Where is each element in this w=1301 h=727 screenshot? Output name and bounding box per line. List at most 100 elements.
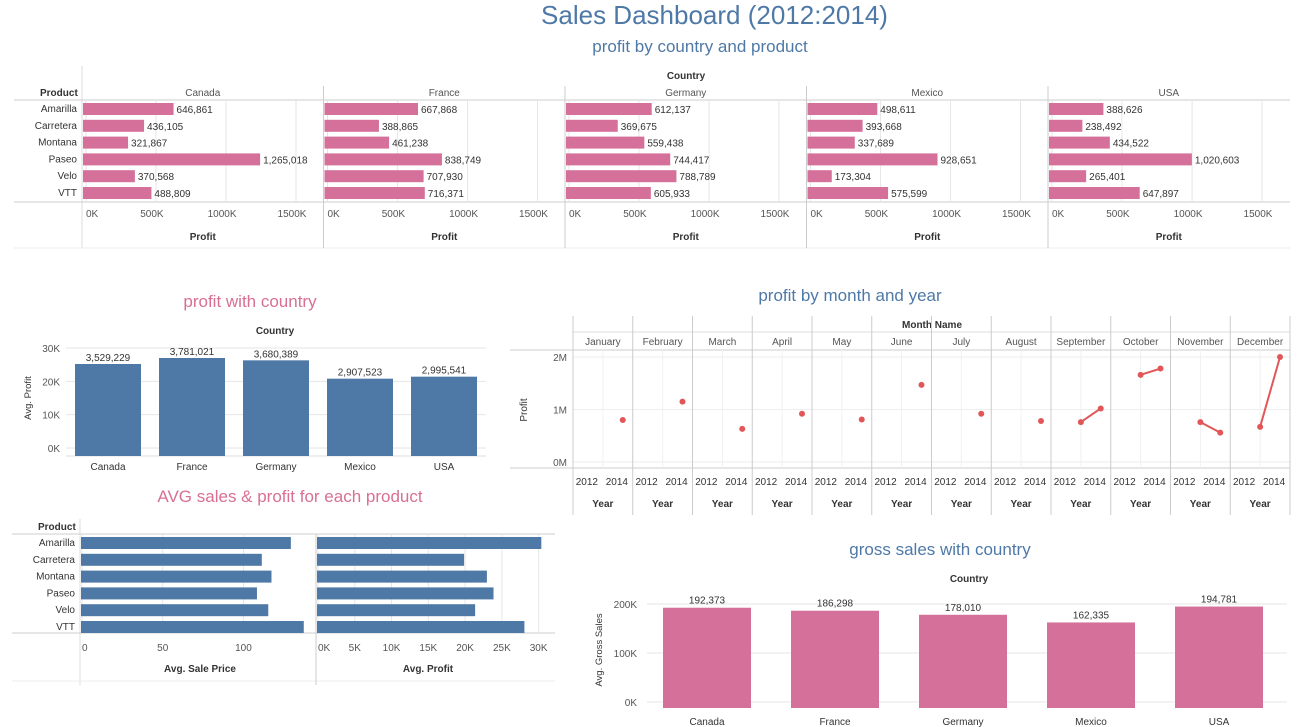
product-label: Paseo [47,588,76,599]
y-tick-label: 200K [614,600,638,611]
data-label: 838,749 [445,155,482,166]
data-label: 716,371 [428,189,465,200]
panel5-title: gross sales with country [849,540,1031,559]
profit-bar [807,103,878,115]
data-label: 436,105 [147,122,184,133]
profit-point [1277,354,1283,360]
x-tick-label: 15K [419,643,437,654]
profit-line [1140,367,1161,376]
data-label: 2,995,541 [422,366,467,377]
panel1-title: profit by country and product [592,37,808,56]
avg-sales-profit-product-chart: Product Amarilla Carretera Montana Paseo Velo… [12,519,555,685]
x-axis-label: Profit [431,232,458,243]
x-tick-label: 500K [865,209,889,220]
x-tick-label: 1500K [278,209,307,220]
data-label: 388,626 [1106,105,1143,116]
profit-by-month-year-chart: Month Name Profit 0M 1M 2M January 2012 2014 Yea… [510,316,1291,515]
product-label: VTT [58,188,77,199]
product-header: Product [40,88,78,99]
x-tick-label: 500K [623,209,647,220]
profit-bar [324,187,425,199]
data-label: 646,861 [177,105,214,116]
x-tick-label: 0K [318,643,331,654]
data-label: 788,789 [679,172,716,183]
data-label: 194,781 [1201,595,1238,606]
data-label: 337,689 [858,139,895,150]
year-tick-label: 2014 [1203,477,1226,488]
product-label: VTT [56,622,75,633]
data-label: 1,265,018 [263,155,308,166]
profit-bar [324,170,424,183]
avg-sale-price-bar [81,587,257,600]
month-label: August [1006,337,1037,348]
x-axis-label: Year [772,499,793,510]
year-tick-label: 2014 [1263,477,1286,488]
month-label: March [708,337,736,348]
year-tick-label: 2012 [875,477,898,488]
profit-bar [566,187,651,199]
x-tick-label: 10K [383,643,401,654]
data-label: 388,865 [382,122,419,133]
product-label: Paseo [49,154,78,165]
data-label: 162,335 [1073,610,1110,621]
year-tick-label: 2012 [1054,477,1077,488]
profit-bar [1049,170,1087,183]
year-tick-label: 2014 [725,477,748,488]
data-label: 393,668 [866,122,903,133]
data-label: 667,868 [421,105,458,116]
x-tick-label: 500K [1106,209,1130,220]
avg-profit-bar [317,570,487,583]
profit-bar [1049,187,1140,199]
x-axis-label: Profit [1156,232,1183,243]
category-label: Mexico [1075,717,1107,727]
avg-sale-price-bar [81,537,291,549]
profit-bar [411,376,477,456]
country-header: Country [256,326,295,337]
profit-bar [1049,153,1192,166]
profit-point [978,410,985,417]
profit-point [1038,418,1044,425]
profit-line [1199,421,1221,434]
data-label: 434,522 [1113,139,1150,150]
data-label: 1,020,603 [1195,155,1240,166]
year-tick-label: 2014 [1084,477,1107,488]
category-label: Mexico [344,462,376,473]
data-label: 3,680,389 [254,349,299,360]
avg-profit-bar [317,621,525,633]
profit-bar [75,364,141,456]
avg-profit-bar [317,553,465,566]
product-label: Velo [58,171,78,182]
avg-sale-price-bar [81,604,269,617]
x-axis-label: Year [891,499,912,510]
month-label: July [952,337,970,348]
category-label: Canada [689,717,724,727]
profit-bar [324,153,442,166]
panel4-title: AVG sales & profit for each product [157,487,423,506]
data-label: 370,568 [138,172,175,183]
year-tick-label: 2014 [666,477,689,488]
profit-bar [566,119,618,132]
x-axis-label: Year [1250,499,1271,510]
country-header: Country [950,574,989,585]
data-label: 321,867 [131,139,168,150]
y-axis-label: Avg. Profit [23,376,34,420]
profit-point [1097,405,1104,412]
x-axis-label: Avg. Profit [403,664,454,675]
x-axis-label: Year [712,499,733,510]
product-label: Montana [36,572,75,583]
profit-bar [83,170,135,183]
month-header: Month Name [902,320,962,331]
profit-bar [566,103,652,115]
profit-bar [566,170,677,183]
avg-profit-bar [317,537,542,549]
year-tick-label: 2012 [994,477,1017,488]
x-tick-label: 1000K [208,209,237,220]
profit-line [1259,356,1281,428]
x-axis-label: Profit [914,232,941,243]
product-label: Amarilla [39,538,76,549]
product-header: Product [38,522,76,533]
category-label: USA [1209,717,1230,727]
profit-point [918,381,925,388]
x-axis-label: Year [951,499,972,510]
profit-point [1257,423,1264,430]
